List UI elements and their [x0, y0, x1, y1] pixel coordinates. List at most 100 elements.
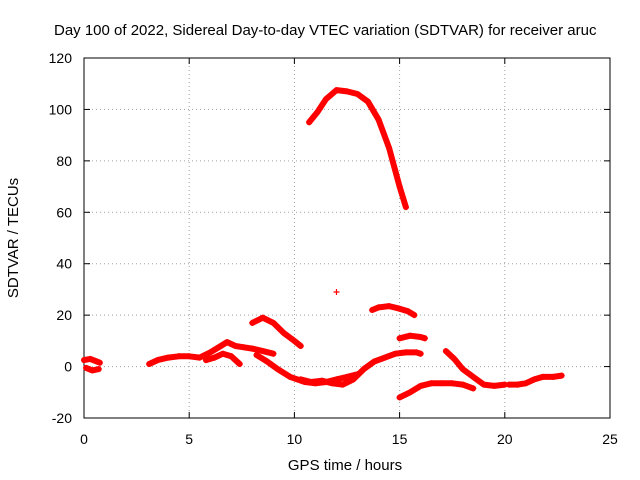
data-point: [339, 381, 346, 388]
y-axis-label: SDTVAR / TECUs: [5, 178, 22, 298]
data-point: [270, 350, 277, 357]
data-point: [354, 91, 361, 97]
data-point: [386, 145, 393, 151]
data-point: [236, 361, 243, 367]
data-point: [396, 183, 403, 190]
data-point: [451, 355, 458, 362]
data-point: [219, 350, 226, 357]
data-point: [95, 366, 102, 373]
data-point: [459, 381, 466, 388]
data-point: [280, 330, 287, 337]
data-point: [306, 119, 313, 126]
data-point: [259, 314, 266, 321]
data-point: [83, 364, 90, 371]
data-point: [350, 376, 357, 383]
data-point: [308, 379, 315, 385]
data-point: [417, 350, 424, 357]
data-point: [232, 343, 239, 349]
x-tick-label: 15: [392, 431, 408, 447]
y-tick-label: 40: [56, 256, 72, 272]
data-point: [375, 116, 382, 123]
data-point: [365, 98, 372, 105]
data-point: [558, 372, 565, 379]
series-line: [396, 332, 428, 342]
y-tick-label: -20: [52, 410, 72, 426]
y-tick-label: 0: [64, 359, 72, 375]
data-point: [506, 381, 513, 388]
data-point: [329, 380, 336, 387]
data-point: [407, 389, 414, 396]
data-point: [253, 352, 260, 358]
data-point: [211, 354, 218, 361]
x-tick-label: 5: [185, 431, 193, 447]
x-tick-label: 20: [497, 431, 513, 447]
data-point: [396, 305, 403, 312]
series-line: [249, 314, 304, 349]
data-point: [491, 382, 498, 389]
data-point: [411, 312, 418, 319]
data-point: [402, 349, 409, 356]
data-point: [417, 382, 424, 389]
data-point: [470, 373, 477, 380]
data-point: [514, 381, 521, 388]
data-point: [550, 373, 557, 380]
data-point: [249, 319, 256, 326]
data-point: [154, 357, 161, 364]
data-points: [81, 87, 565, 401]
series-line: [297, 349, 424, 388]
data-point: [259, 348, 266, 355]
series-trace: [249, 314, 304, 349]
data-point: [459, 366, 466, 373]
y-tick-label: 60: [56, 204, 72, 220]
data-point: [522, 380, 529, 387]
data-point: [322, 96, 329, 103]
data-point: [96, 359, 103, 366]
data-point: [228, 353, 235, 360]
data-point: [360, 366, 367, 373]
data-point: [449, 380, 456, 387]
x-tick-label: 0: [80, 431, 88, 447]
data-point: [196, 354, 203, 361]
data-point: [224, 339, 231, 346]
data-point: [531, 376, 538, 383]
data-point: [287, 373, 294, 380]
data-point: [344, 373, 350, 380]
x-tick-label: 10: [287, 431, 303, 447]
axis-ticks: [83, 57, 611, 419]
data-point: [381, 354, 388, 361]
data-point: [402, 204, 409, 211]
tick-labels: 0 5 10 15 20 25 -20 0 20 40 60 80 100 120: [49, 50, 618, 447]
data-point: [264, 358, 271, 365]
data-point: [386, 303, 393, 310]
y-tick-label: 20: [56, 307, 72, 323]
y-tick-label: 80: [56, 153, 72, 169]
x-tick-label: 25: [602, 431, 618, 447]
data-point: [274, 366, 281, 373]
data-point: [371, 358, 378, 365]
series-trace: [396, 332, 428, 342]
data-point: [375, 304, 382, 311]
data-point: [291, 337, 298, 344]
plot-frame: [83, 57, 611, 419]
chart-title: Day 100 of 2022, Sidereal Day-to-day VTE…: [54, 22, 597, 39]
data-point: [270, 319, 277, 326]
data-point: [207, 349, 214, 356]
data-point: [175, 353, 182, 360]
data-point: [442, 348, 449, 355]
data-point: [165, 354, 172, 361]
data-point: [87, 355, 94, 362]
data-point: [407, 332, 414, 339]
grid-lines: [84, 58, 610, 418]
data-point: [369, 307, 376, 313]
x-axis-label: GPS time / hours: [288, 457, 402, 474]
series-trace: [297, 349, 424, 388]
data-point: [405, 308, 412, 315]
data-point: [438, 380, 445, 387]
data-point: [392, 350, 399, 357]
data-point: [186, 353, 193, 360]
data-point: [249, 345, 256, 352]
data-point: [81, 357, 87, 364]
data-point: [297, 376, 304, 383]
data-point: [413, 349, 420, 356]
